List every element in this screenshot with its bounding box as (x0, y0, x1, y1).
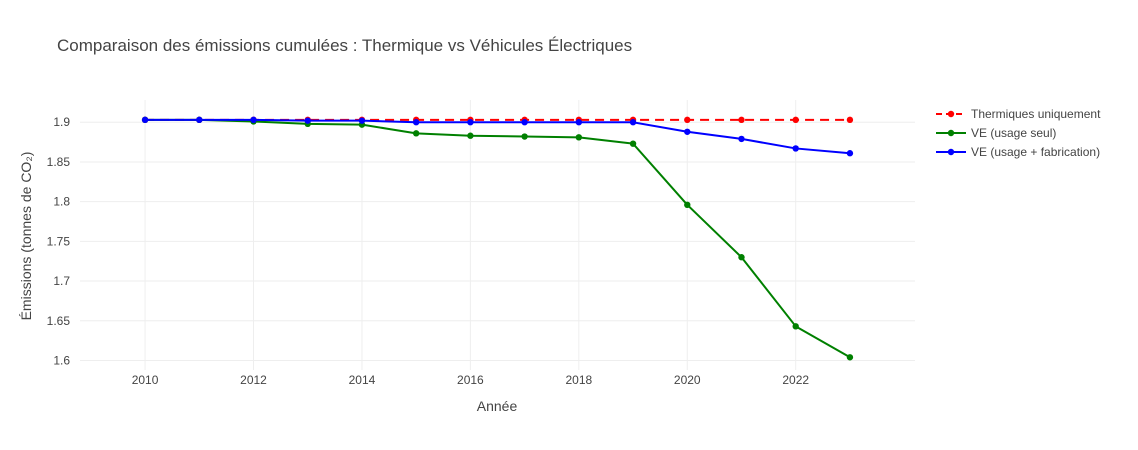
data-point[interactable] (684, 128, 691, 135)
series-line (145, 118, 851, 155)
legend-marker (947, 110, 955, 118)
chart-title: Comparaison des émissions cumulées : The… (57, 36, 632, 55)
data-point[interactable] (250, 116, 257, 124)
y-tick-label: 1.85 (47, 155, 71, 169)
data-point[interactable] (738, 116, 745, 124)
data-point[interactable] (521, 119, 528, 126)
legend[interactable]: Thermiques uniquement VE (usage seul) VE (… (936, 107, 1101, 159)
y-tick-label: 1.65 (47, 314, 71, 328)
y-tick-label: 1.7 (53, 274, 70, 288)
data-point[interactable] (196, 116, 203, 124)
x-tick-label: 2018 (565, 373, 592, 387)
data-point[interactable] (792, 145, 799, 152)
x-tick-label: 2012 (240, 373, 267, 387)
legend-label: Thermiques uniquement (971, 107, 1101, 121)
legend-label: VE (usage seul) (971, 126, 1056, 140)
legend-marker (947, 148, 955, 156)
data-point[interactable] (846, 150, 854, 157)
x-tick-label: 2014 (349, 373, 376, 387)
data-point[interactable] (575, 134, 583, 141)
data-point[interactable] (629, 119, 637, 126)
data-point[interactable] (684, 116, 691, 124)
series-1 (141, 116, 854, 361)
data-point[interactable] (846, 116, 854, 124)
series-2 (141, 116, 854, 157)
grid (80, 100, 915, 370)
data-point[interactable] (358, 117, 366, 124)
y-tick-label: 1.8 (53, 195, 70, 209)
x-tick-label: 2022 (782, 373, 809, 387)
data-point[interactable] (141, 116, 149, 124)
data-point[interactable] (521, 133, 528, 140)
data-point[interactable] (738, 135, 745, 143)
data-point[interactable] (629, 140, 637, 147)
data-point[interactable] (412, 130, 420, 137)
x-tick-label: 2020 (674, 373, 701, 387)
data-point[interactable] (792, 116, 799, 124)
data-point[interactable] (846, 354, 854, 361)
x-tick-label: 2016 (457, 373, 484, 387)
x-axis-title: Année (477, 398, 518, 414)
x-axis-ticks: 2010 2012 2014 2016 2018 2020 2022 (132, 373, 810, 387)
data-point[interactable] (738, 254, 745, 261)
data-point[interactable] (304, 117, 311, 124)
series-lines (141, 116, 854, 361)
y-axis-ticks: 1.6 1.65 1.7 1.75 1.8 1.85 1.9 (47, 115, 71, 367)
legend-item[interactable]: VE (usage + fabrication) (936, 145, 1100, 159)
x-tick-label: 2010 (132, 373, 159, 387)
data-point[interactable] (467, 132, 474, 139)
series-line (145, 118, 851, 359)
legend-item[interactable]: Thermiques uniquement (936, 107, 1101, 121)
legend-marker (947, 129, 955, 137)
data-point[interactable] (467, 119, 474, 126)
y-tick-label: 1.6 (53, 353, 70, 367)
data-point[interactable] (792, 323, 799, 330)
y-tick-label: 1.75 (47, 234, 71, 248)
y-axis-title: Émissions (tonnes de CO₂) (18, 152, 34, 321)
legend-label: VE (usage + fabrication) (971, 145, 1100, 159)
data-point[interactable] (412, 119, 420, 126)
legend-item[interactable]: VE (usage seul) (936, 126, 1056, 140)
data-point[interactable] (575, 119, 583, 126)
data-point[interactable] (684, 201, 691, 209)
y-tick-label: 1.9 (53, 115, 70, 129)
